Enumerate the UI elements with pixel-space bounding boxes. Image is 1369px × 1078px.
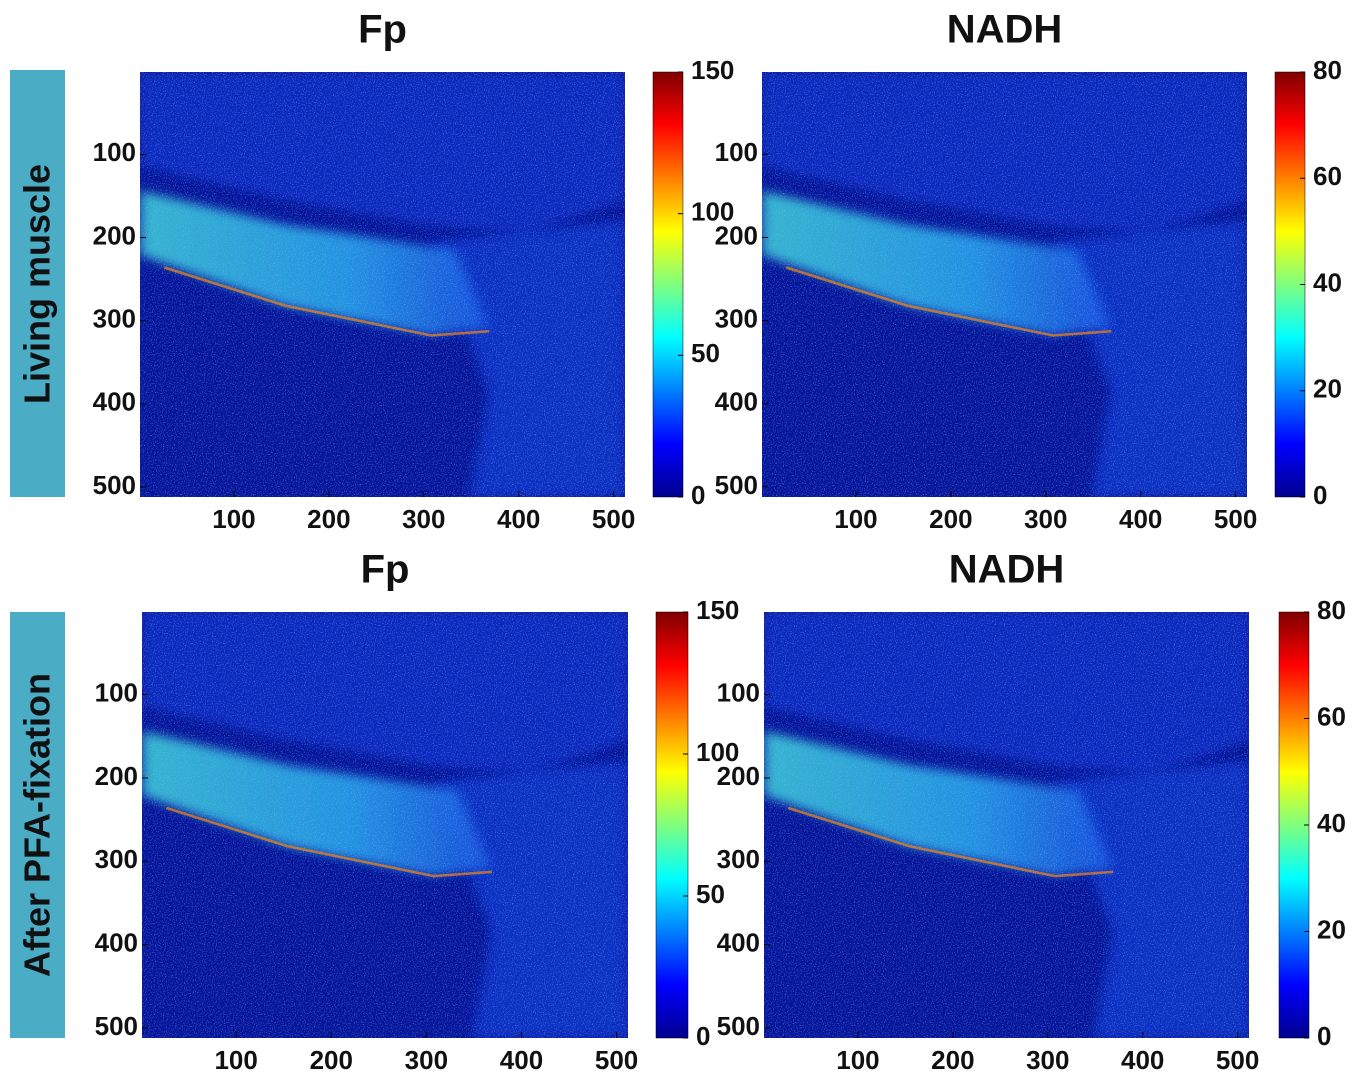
panel-title: Fp bbox=[358, 8, 407, 52]
y-tick-label: 300 bbox=[93, 304, 136, 334]
x-tick-label: 100 bbox=[836, 1045, 879, 1075]
y-tick-label: 500 bbox=[93, 470, 136, 500]
colorbar-tick-label: 80 bbox=[1317, 595, 1346, 625]
x-tick-label: 200 bbox=[310, 1045, 353, 1075]
speckle bbox=[764, 612, 1249, 1038]
panel-title: NADH bbox=[947, 8, 1063, 52]
colorbar-tick-label: 50 bbox=[696, 879, 725, 909]
row-label-box bbox=[10, 70, 65, 497]
row-label: Living muscle bbox=[17, 164, 58, 404]
x-tick-label: 300 bbox=[1024, 504, 1067, 534]
colorbar-tick-label: 20 bbox=[1317, 914, 1346, 944]
speckle bbox=[140, 72, 625, 497]
colorbar-tick-label: 100 bbox=[691, 197, 734, 227]
y-tick-label: 500 bbox=[95, 1011, 138, 1041]
x-tick-label: 400 bbox=[1119, 504, 1162, 534]
y-tick-label: 400 bbox=[93, 387, 136, 417]
x-tick-label: 100 bbox=[212, 504, 255, 534]
colorbar-tick-label: 50 bbox=[691, 338, 720, 368]
y-tick-label: 400 bbox=[717, 928, 760, 958]
heatmap-image bbox=[142, 612, 628, 1038]
x-tick-label: 100 bbox=[834, 504, 877, 534]
x-tick-label: 400 bbox=[500, 1045, 543, 1075]
y-tick-label: 100 bbox=[717, 677, 760, 707]
heatmap-image bbox=[764, 612, 1249, 1038]
colorbar bbox=[652, 71, 684, 498]
y-tick-label: 100 bbox=[93, 137, 136, 167]
x-tick-label: 500 bbox=[595, 1045, 638, 1075]
colorbar-tick-label: 20 bbox=[1313, 374, 1342, 404]
y-tick-label: 500 bbox=[715, 470, 758, 500]
colorbar-tick-label: 80 bbox=[1313, 55, 1342, 85]
y-tick-label: 300 bbox=[95, 844, 138, 874]
colorbar bbox=[655, 611, 689, 1039]
x-tick-label: 400 bbox=[1121, 1045, 1164, 1075]
y-tick-label: 200 bbox=[715, 220, 758, 250]
colorbar-tick-label: 0 bbox=[1313, 480, 1327, 510]
x-tick-label: 300 bbox=[402, 504, 445, 534]
heatmap-image bbox=[762, 72, 1247, 497]
row-label-box bbox=[10, 612, 65, 1038]
y-tick-label: 200 bbox=[93, 220, 136, 250]
y-tick-label: 300 bbox=[717, 844, 760, 874]
colorbar-tick-label: 150 bbox=[696, 595, 739, 625]
y-tick-label: 200 bbox=[717, 761, 760, 791]
colorbar-tick-label: 40 bbox=[1317, 808, 1346, 838]
colorbar-tick-label: 150 bbox=[691, 55, 734, 85]
colorbar-tick-label: 0 bbox=[691, 480, 705, 510]
x-tick-label: 200 bbox=[931, 1045, 974, 1075]
x-tick-label: 300 bbox=[1026, 1045, 1069, 1075]
colorbar-tick-label: 0 bbox=[1317, 1021, 1331, 1051]
speckle bbox=[142, 612, 628, 1038]
y-tick-label: 500 bbox=[717, 1011, 760, 1041]
x-tick-label: 500 bbox=[1214, 504, 1257, 534]
x-tick-label: 400 bbox=[497, 504, 540, 534]
colorbar-tick-label: 40 bbox=[1313, 267, 1342, 297]
x-tick-label: 200 bbox=[929, 504, 972, 534]
x-tick-label: 200 bbox=[307, 504, 350, 534]
x-tick-label: 500 bbox=[592, 504, 635, 534]
speckle bbox=[762, 72, 1247, 497]
y-tick-label: 400 bbox=[715, 387, 758, 417]
x-tick-label: 500 bbox=[1216, 1045, 1259, 1075]
y-tick-label: 200 bbox=[95, 761, 138, 791]
colorbar-tick-label: 60 bbox=[1313, 161, 1342, 191]
colorbar-tick-label: 100 bbox=[696, 737, 739, 767]
y-tick-label: 400 bbox=[95, 928, 138, 958]
heatmap-image bbox=[140, 72, 625, 497]
panel-title: Fp bbox=[361, 548, 410, 592]
y-tick-label: 100 bbox=[715, 137, 758, 167]
x-tick-label: 100 bbox=[214, 1045, 257, 1075]
colorbar-tick-label: 60 bbox=[1317, 701, 1346, 731]
row-label: After PFA-fixation bbox=[17, 673, 58, 977]
panel-title: NADH bbox=[949, 548, 1065, 592]
y-tick-label: 100 bbox=[95, 677, 138, 707]
colorbar-tick-label: 0 bbox=[696, 1021, 710, 1051]
x-tick-label: 300 bbox=[405, 1045, 448, 1075]
y-tick-label: 300 bbox=[715, 304, 758, 334]
